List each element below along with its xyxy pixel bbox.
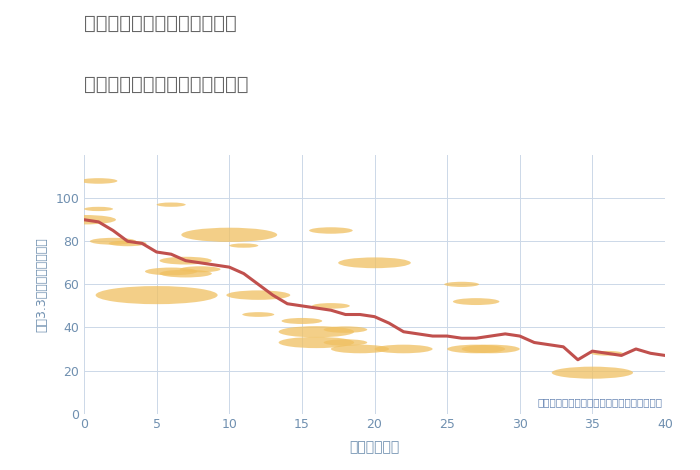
Circle shape [180, 266, 220, 272]
Circle shape [279, 337, 354, 348]
Circle shape [157, 203, 186, 207]
Circle shape [52, 215, 116, 225]
Y-axis label: 坪（3.3㎡）単価（万円）: 坪（3.3㎡）単価（万円） [35, 237, 48, 332]
Text: 円の大きさは、取引のあった物件面積を示す: 円の大きさは、取引のあった物件面積を示す [537, 397, 662, 407]
Circle shape [453, 298, 499, 305]
Circle shape [242, 312, 274, 317]
Circle shape [309, 227, 353, 234]
Circle shape [312, 303, 350, 309]
Circle shape [374, 345, 433, 353]
Circle shape [90, 238, 136, 245]
Circle shape [181, 227, 277, 242]
Circle shape [96, 286, 218, 304]
Circle shape [338, 258, 411, 268]
Circle shape [160, 270, 212, 277]
Circle shape [331, 345, 389, 353]
Circle shape [80, 178, 118, 184]
Circle shape [226, 290, 290, 300]
Circle shape [281, 318, 322, 324]
X-axis label: 築年数（年）: 築年数（年） [349, 440, 400, 454]
Circle shape [323, 326, 368, 333]
Circle shape [462, 345, 519, 353]
Circle shape [145, 267, 197, 275]
Circle shape [591, 351, 623, 356]
Circle shape [279, 326, 354, 337]
Circle shape [84, 207, 113, 211]
Circle shape [160, 257, 212, 265]
Circle shape [108, 241, 146, 246]
Text: 築年数別中古マンション坪単価: 築年数別中古マンション坪単価 [84, 75, 248, 94]
Circle shape [230, 243, 258, 248]
Circle shape [444, 282, 479, 287]
Circle shape [447, 345, 505, 353]
Circle shape [552, 367, 633, 379]
Circle shape [323, 339, 368, 346]
Text: 岐阜県可児郡御嵩町美佐野の: 岐阜県可児郡御嵩町美佐野の [84, 14, 237, 33]
